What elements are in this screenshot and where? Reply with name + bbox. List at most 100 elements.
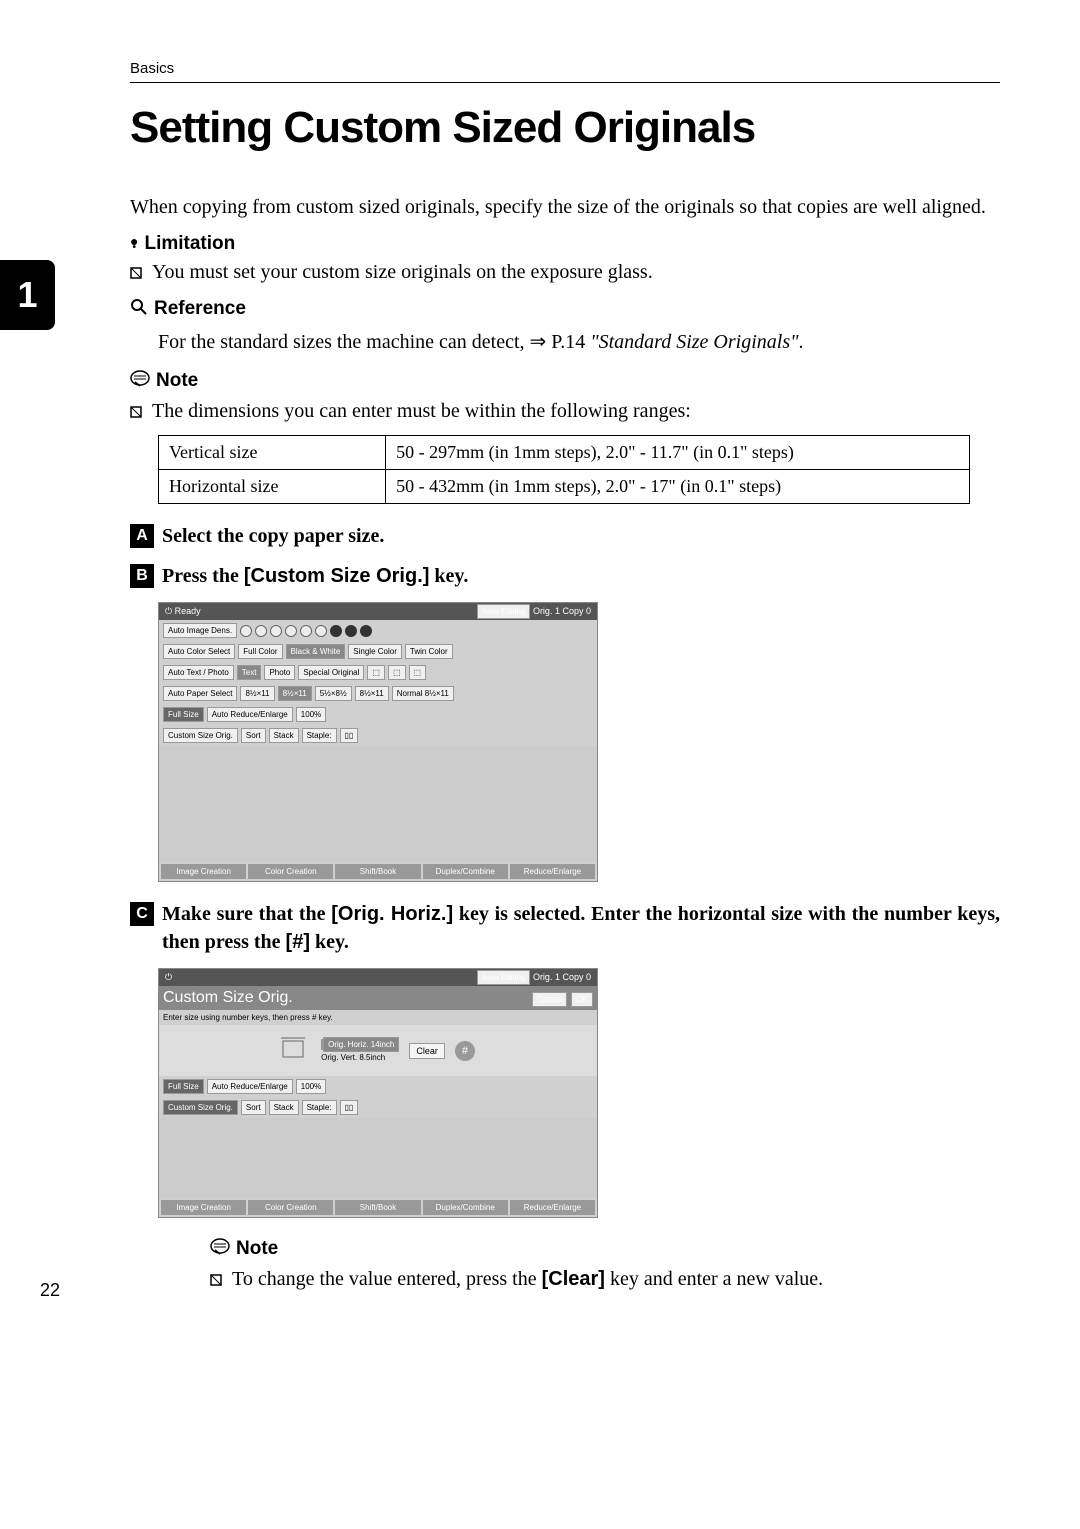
arrow-icon: ⇒ [530,331,547,353]
size-illustration [281,1035,311,1066]
dialog-title: Custom Size Orig. [163,989,293,1007]
table-row: Vertical size 50 - 297mm (in 1mm steps),… [159,436,970,470]
ref-italic: "Standard Size Originals" [590,331,798,353]
cancel-btn: Cancel [532,992,567,1007]
paper-btn: Normal 8½×11 [392,686,454,701]
reference-icon [130,296,148,322]
bullet-icon [210,1274,222,1291]
table-cell-label: Vertical size [159,436,386,470]
s3-key2: [#] [286,931,310,953]
full-size-btn: Full Size [163,1079,204,1094]
screen-image-1: ⏻ Ready Area Editing Orig. 1 Copy 0 Auto… [158,602,598,882]
paper-btn: 5½×8½ [315,686,352,701]
reference-text: For the standard sizes the machine can d… [158,328,1000,356]
auto-text-photo-btn: Auto Text / Photo [163,665,234,680]
text-btn: Text [237,665,262,680]
reference-heading: Reference [130,296,1000,322]
page-number: 22 [40,1280,60,1301]
bullet-icon [130,267,142,284]
ref-pre: For the standard sizes the machine can d… [158,331,530,353]
page-title: Setting Custom Sized Originals [130,103,1000,153]
note-heading: Note [130,368,1000,394]
staple-btn: Staple: [302,728,337,743]
screen-tabs: Image Creation Color Creation Shift/Book… [159,862,597,881]
tab-shift: Shift/Book [335,864,420,879]
full-size-btn: Full Size [163,707,204,722]
orig-horiz-btn: Orig. Horiz. 14inch [323,1037,399,1052]
ref-post: P.14 [546,331,590,353]
copy-lbl: Copy [562,972,583,982]
percent-label: 100% [296,707,326,722]
percent-label: 100% [296,1079,326,1094]
auto-reduce-enlarge-btn: Auto Reduce/Enlarge [207,1079,293,1094]
sub-note-label: Note [236,1238,278,1260]
screen-tabs: Image Creation Color Creation Shift/Book… [159,1198,597,1217]
step-text: Make sure that the [Orig. Horiz.] key is… [162,900,1000,956]
area-editing-btn: Area Editing [477,604,531,619]
sub-note-item: To change the value entered, press the [… [210,1268,1000,1291]
paper-btn: 8½×11 [355,686,389,701]
reference-label: Reference [154,298,246,320]
note-icon [210,1236,230,1262]
single-color-btn: Single Color [348,644,402,659]
area-editing-btn: Area Editing [477,970,531,985]
ref-end: . [799,331,804,353]
auto-color-select-btn: Auto Color Select [163,644,235,659]
bullet-icon [130,406,142,423]
tab-reduce: Reduce/Enlarge [510,864,595,879]
size-range-table: Vertical size 50 - 297mm (in 1mm steps),… [158,435,970,504]
note-item: The dimensions you can enter must be wit… [130,400,1000,423]
paper-btn: 8½×11 [240,686,274,701]
tab-duplex: Duplex/Combine [423,1200,508,1215]
limitation-item: You must set your custom size originals … [130,261,1000,284]
tab-image: Image Creation [161,1200,246,1215]
staple-opt-btn: ▯▯ [340,1100,359,1115]
tab-image: Image Creation [161,864,246,879]
table-cell-range: 50 - 297mm (in 1mm steps), 2.0" - 11.7" … [386,436,970,470]
tab-reduce: Reduce/Enlarge [510,1200,595,1215]
black-white-btn: Black & White [286,644,346,659]
step-3: C Make sure that the [Orig. Horiz.] key … [130,900,1000,956]
table-cell-label: Horizontal size [159,470,386,504]
orient-btn: ⬚ [367,665,385,680]
limitation-icon [130,237,138,251]
step-number: C [130,902,154,926]
power-icon: ⏻ [165,972,172,983]
step-2: B Press the [Custom Size Orig.] key. [130,562,1000,590]
orient-btn: ⬚ [409,665,427,680]
hash-btn: # [455,1041,475,1061]
note-label: Note [156,370,198,392]
orient-btn: ⬚ [388,665,406,680]
copy-lbl: Copy [562,606,583,616]
ok-btn: OK [571,992,593,1007]
sn-post: key and enter a new value. [605,1268,823,1290]
table-row: Horizontal size 50 - 432mm (in 1mm steps… [159,470,970,504]
step-text: Press the [Custom Size Orig.] key. [162,562,1000,590]
screen-image-2: ⏻ Area Editing Orig. 1 Copy 0 Custom Siz… [158,968,598,1218]
s2-key: [Custom Size Orig.] [244,565,430,587]
sn-key: [Clear] [542,1268,605,1290]
stack-btn: Stack [269,1100,299,1115]
ready-label: ⏻ Ready [165,606,201,617]
special-original-btn: Special Original [298,665,364,680]
staple-opt-btn: ▯▯ [340,728,359,743]
intro-paragraph: When copying from custom sized originals… [130,193,1000,221]
sub-note-heading: Note [210,1236,1000,1262]
full-color-btn: Full Color [238,644,282,659]
orig-vert-label: Orig. Vert. 8.5inch [321,1053,385,1062]
stack-btn: Stack [269,728,299,743]
limitation-label: Limitation [144,233,235,255]
auto-image-dens-btn: Auto Image Dens. [163,623,237,638]
step-text: Select the copy paper size. [162,522,1000,550]
instruction-text: Enter size using number keys, then press… [163,1013,333,1022]
tab-color: Color Creation [248,1200,333,1215]
auto-reduce-enlarge-btn: Auto Reduce/Enlarge [207,707,293,722]
tab-color: Color Creation [248,864,333,879]
custom-size-orig-btn: Custom Size Orig. [163,728,238,743]
step-1: A Select the copy paper size. [130,522,1000,550]
step-number: B [130,564,154,588]
step-number: A [130,524,154,548]
note-icon [130,368,150,394]
note-text: The dimensions you can enter must be wit… [152,400,691,423]
s3-pre: Make sure that the [162,903,331,925]
